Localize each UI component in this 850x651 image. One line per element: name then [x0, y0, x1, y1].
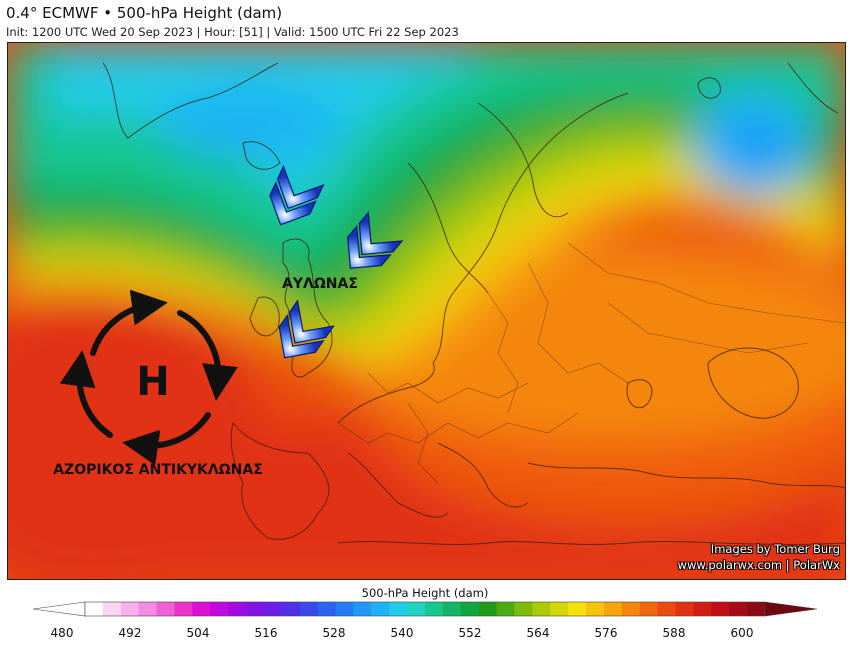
colorbar-swatch [85, 602, 104, 616]
colorbar-tick-label: 480 [50, 626, 74, 640]
colorbar-swatch [639, 602, 659, 616]
map-title: 0.4° ECMWF • 500-hPa Height (dam) [6, 4, 283, 22]
colorbar-extend-high [764, 601, 818, 617]
colorbar-swatch [675, 602, 694, 616]
trough-label: ΑΥΛΩΝΑΣ [282, 276, 358, 292]
height-field-map: H ΑΖΟΡΙΚΟΣ ΑΝΤΙΚΥΚΛΩΝΑΣ ΑΥΛΩΝΑΣ [8, 43, 845, 579]
colorbar-swatch [711, 602, 730, 616]
credit-author: Images by Tomer Burg [710, 542, 840, 556]
colorbar [32, 601, 818, 617]
colorbar-swatch [550, 602, 569, 616]
colorbar-ticks: 480 492 504 516 528 540 552 564 576 588 600 [0, 626, 850, 642]
map-subtitle: Init: 1200 UTC Wed 20 Sep 2023 | Hour: [… [6, 25, 459, 39]
colorbar-swatch [174, 602, 193, 616]
anticyclone-circulation [59, 289, 238, 466]
colorbar-swatch [228, 602, 247, 616]
colorbar-tick-label: 600 [730, 626, 754, 640]
colorbar-swatch [442, 602, 462, 616]
colorbar-swatch [156, 602, 175, 616]
colorbar-swatch [317, 602, 337, 616]
colorbar-swatch [425, 602, 444, 616]
colorbar-swatch [496, 602, 515, 616]
colorbar-swatch [389, 602, 408, 616]
map-panel: H ΑΖΟΡΙΚΟΣ ΑΝΤΙΚΥΚΛΩΝΑΣ ΑΥΛΩΝΑΣ [7, 42, 846, 580]
colorbar-swatch [371, 602, 390, 616]
colorbar-swatch [621, 602, 641, 616]
colorbar-swatch [568, 602, 587, 616]
colorbar-label: 500-hPa Height (dam) [361, 586, 489, 600]
colorbar-tick-label: 540 [390, 626, 414, 640]
colorbar-swatch [353, 602, 372, 616]
colorbar-tick-label: 504 [186, 626, 210, 640]
colorbar-tick-label: 552 [458, 626, 482, 640]
height-field [8, 43, 845, 579]
colorbar-swatch [246, 602, 265, 616]
colorbar-swatch [657, 602, 677, 616]
colorbar-swatch [586, 602, 605, 616]
colorbar-tick-label: 528 [322, 626, 346, 640]
colorbar-swatch [460, 602, 480, 616]
colorbar-swatch [281, 602, 301, 616]
colorbar-swatch [210, 602, 229, 616]
colorbar-swatch [263, 602, 283, 616]
colorbar-swatch [102, 602, 122, 616]
colorbar-outline [84, 601, 766, 617]
coastlines [102, 62, 845, 545]
colorbar-swatch [299, 602, 319, 616]
colorbar-tick-label: 564 [526, 626, 550, 640]
anticyclone-label: ΑΖΟΡΙΚΟΣ ΑΝΤΙΚΥΚΛΩΝΑΣ [53, 462, 263, 478]
colorbar-swatch [407, 602, 426, 616]
colorbar-tick-label: 492 [118, 626, 142, 640]
trough-arrows [269, 164, 404, 359]
colorbar-tick-label: 576 [594, 626, 618, 640]
colorbar-swatch [693, 602, 712, 616]
colorbar-swatch [729, 602, 748, 616]
colorbar-swatch [603, 602, 623, 616]
high-pressure-letter: H [136, 359, 169, 405]
colorbar-extend-low [32, 601, 86, 617]
colorbar-swatch [120, 602, 140, 616]
colorbar-swatch [514, 602, 533, 616]
colorbar-swatch [335, 602, 354, 616]
colorbar-tick-label: 516 [254, 626, 278, 640]
colorbar-swatch [747, 602, 766, 616]
credit-website[interactable]: www.polarwx.com | PolarWx [677, 558, 840, 572]
colorbar-swatch [138, 602, 158, 616]
country-borders [337, 242, 845, 484]
colorbar-swatch [532, 602, 551, 616]
colorbar-swatch [192, 602, 211, 616]
colorbar-tick-label: 588 [662, 626, 686, 640]
colorbar-swatch [478, 602, 498, 616]
